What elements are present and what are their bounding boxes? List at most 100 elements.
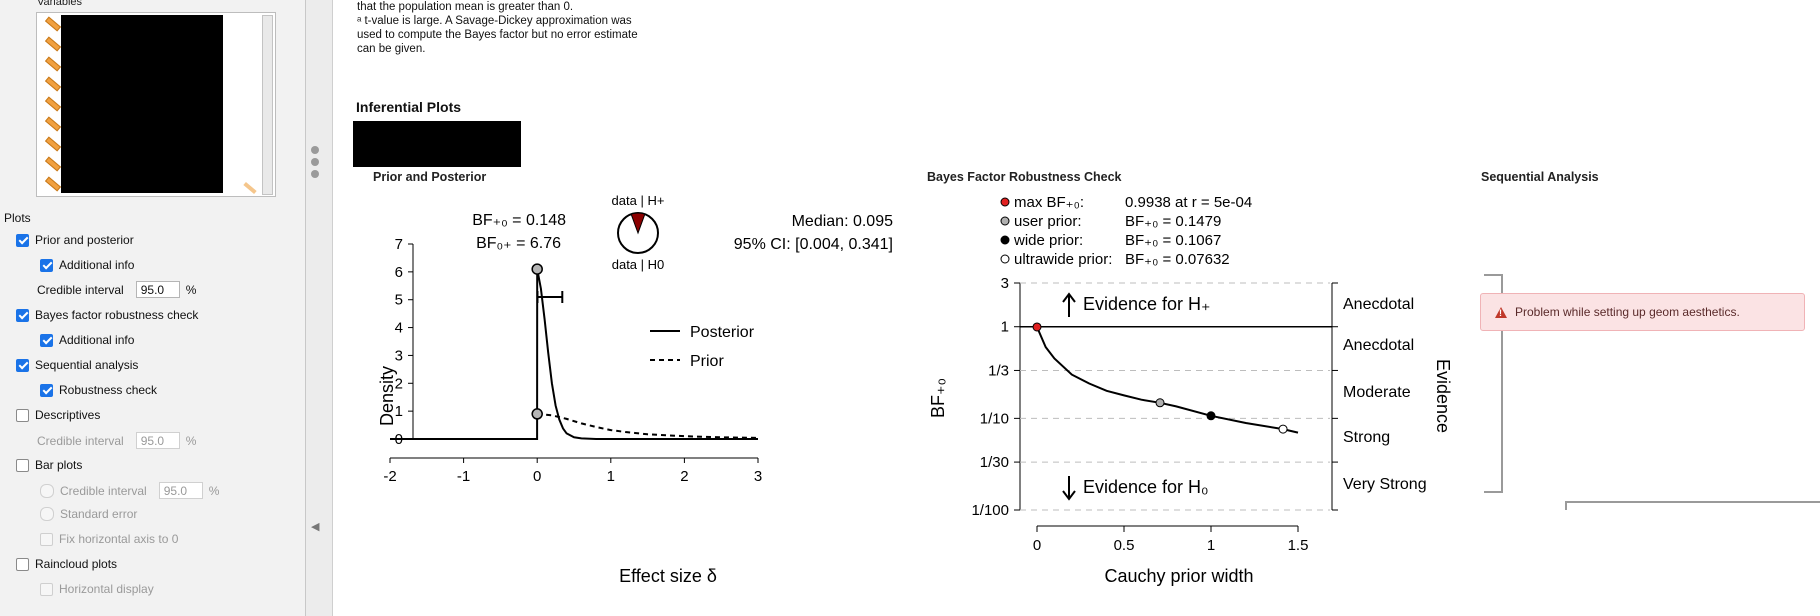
- x-axis-label: Effect size δ: [619, 566, 717, 586]
- option-label: Prior and posterior: [35, 233, 134, 247]
- legend-prior: Prior: [690, 353, 724, 370]
- density-point: [531, 408, 543, 420]
- option-label: Additional info: [59, 258, 135, 272]
- y-tick-label: 1/100: [971, 502, 1009, 519]
- percent-label: %: [208, 483, 220, 498]
- scale-variable-icon: [44, 16, 62, 32]
- evidence-h-plus-label: Evidence for H₊: [1083, 294, 1211, 314]
- y-tick-label: 3: [395, 347, 403, 364]
- collapse-left-icon[interactable]: ◀: [311, 521, 320, 533]
- checkbox-unchecked-icon[interactable]: [16, 408, 29, 422]
- option-label: Raincloud plots: [35, 557, 118, 571]
- prior-posterior-title: Prior and Posterior: [373, 170, 487, 184]
- legend-marker: [1000, 216, 1010, 226]
- ci-input[interactable]: 95.0: [135, 281, 180, 298]
- sequential-checkbox[interactable]: Sequential analysis: [16, 358, 138, 372]
- standard-error-radio[interactable]: Standard error: [40, 507, 137, 521]
- descriptives-checkbox[interactable]: Descriptives: [16, 408, 100, 422]
- option-label: Sequential analysis: [35, 358, 139, 372]
- evidence-category-label: Strong: [1343, 429, 1390, 446]
- checkbox-checked-icon[interactable]: [40, 333, 53, 347]
- legend-value: BF₊₀ = 0.1479: [1125, 213, 1221, 230]
- checkbox-unchecked-icon[interactable]: [16, 458, 29, 472]
- option-label: Robustness check: [59, 383, 158, 397]
- x-tick-label: 2: [680, 468, 688, 485]
- y-tick-label: 4: [395, 320, 403, 337]
- legend-label: wide prior:: [1013, 232, 1083, 249]
- arrow-up-icon: [1062, 292, 1076, 317]
- y-tick-label: 1/30: [980, 454, 1009, 471]
- footnote-line: can be given.: [357, 43, 426, 55]
- checkbox-checked-icon[interactable]: [16, 233, 29, 247]
- prior-posterior-checkbox[interactable]: Prior and posterior: [16, 233, 134, 247]
- panel-splitter[interactable]: [306, 0, 333, 616]
- robustness-title: Bayes Factor Robustness Check: [927, 170, 1122, 184]
- robustness-checkbox[interactable]: Bayes factor robustness check: [16, 308, 198, 322]
- rb-additional-info-checkbox[interactable]: Additional info: [40, 333, 134, 347]
- posterior-curve: [390, 268, 758, 440]
- bf-curve: [1036, 326, 1299, 434]
- scale-variable-icon: [44, 76, 62, 92]
- drag-handle-dot[interactable]: [311, 170, 319, 178]
- checkbox-checked-icon[interactable]: [40, 258, 53, 272]
- x-tick-label: -2: [383, 468, 396, 485]
- checkbox-unchecked-icon[interactable]: [40, 582, 53, 596]
- median-text: Median: 0.095: [792, 213, 894, 230]
- ci-input[interactable]: 95.0: [158, 482, 203, 499]
- bf10-text: BF₊₀ = 0.148: [472, 212, 566, 229]
- legend-value: BF₊₀ = 0.1067: [1125, 232, 1221, 249]
- checkbox-unchecked-icon[interactable]: [40, 532, 53, 546]
- raincloud-checkbox[interactable]: Raincloud plots: [16, 557, 117, 571]
- resize-grip-icon[interactable]: [243, 181, 257, 195]
- y-tick-label: 1: [395, 403, 403, 420]
- ci-label: Credible interval: [37, 433, 124, 448]
- checkbox-checked-icon[interactable]: [16, 308, 29, 322]
- pp-additional-info-checkbox[interactable]: Additional info: [40, 258, 134, 272]
- radio-icon[interactable]: [40, 483, 54, 498]
- legend-value: 0.9938 at r = 5e-04: [1125, 194, 1252, 211]
- y-tick-label: 5: [395, 292, 403, 309]
- ci-text: 95% CI: [0.004, 0.341]: [734, 236, 893, 253]
- drag-handle-dot[interactable]: [311, 146, 319, 154]
- checkbox-checked-icon[interactable]: [40, 383, 53, 397]
- y-tick-label: 1/10: [980, 410, 1009, 427]
- x-tick-label: 0.5: [1114, 537, 1135, 554]
- x-tick-label: 1: [1207, 537, 1215, 554]
- fix-horizontal-axis-checkbox[interactable]: Fix horizontal axis to 0: [40, 532, 178, 546]
- x-tick-label: 3: [754, 468, 762, 485]
- scale-variable-icon: [44, 136, 62, 152]
- legend-label: max BF₊₀:: [1014, 194, 1084, 211]
- x-tick-label: 0: [533, 468, 541, 485]
- prior-posterior-plot: BF₊₀ = 0.148 BF₀₊ = 6.76 data | H+ data …: [377, 193, 894, 586]
- y-axis-label: Density: [377, 366, 397, 426]
- evidence-category-label: Very Strong: [1343, 476, 1427, 493]
- bar-credible-interval-radio[interactable]: Credible interval 95.0%: [40, 482, 219, 499]
- checkbox-unchecked-icon[interactable]: [16, 557, 29, 571]
- density-point: [531, 263, 543, 275]
- footnote-line: that the population mean is greater than…: [357, 1, 574, 13]
- percent-label: %: [185, 433, 197, 448]
- legend-marker: [1000, 254, 1010, 264]
- pie-bottom-label: data | H0: [612, 257, 665, 272]
- checkbox-checked-icon[interactable]: [16, 358, 29, 372]
- rb-grid: 3 1 1/3 1/10 1/30 1/100 Anecdotal Anecdotal Mode…: [971, 275, 1426, 554]
- pp-points: [531, 263, 543, 420]
- ci-input[interactable]: 95.0: [135, 432, 180, 449]
- bar-plots-checkbox[interactable]: Bar plots: [16, 458, 82, 472]
- plots-section-label: Plots: [4, 211, 31, 225]
- bf-point: [1155, 398, 1165, 408]
- variables-list[interactable]: [36, 12, 276, 197]
- option-label: Additional info: [59, 333, 135, 347]
- legend-marker: [1000, 197, 1010, 207]
- legend-posterior: Posterior: [690, 324, 755, 341]
- evidence-category-label: Anecdotal: [1343, 337, 1414, 354]
- desc-credible-interval: Credible interval 95.0%: [37, 432, 196, 449]
- drag-handle-dot[interactable]: [311, 158, 319, 166]
- option-label: Descriptives: [35, 408, 101, 422]
- seq-robustness-checkbox[interactable]: Robustness check: [40, 383, 157, 397]
- variables-scrollbar[interactable]: [262, 15, 273, 195]
- sequential-title: Sequential Analysis: [1481, 170, 1599, 184]
- horizontal-display-checkbox[interactable]: Horizontal display: [40, 582, 154, 596]
- pp-credible-interval: Credible interval 95.0%: [37, 281, 196, 298]
- radio-icon[interactable]: [40, 507, 54, 521]
